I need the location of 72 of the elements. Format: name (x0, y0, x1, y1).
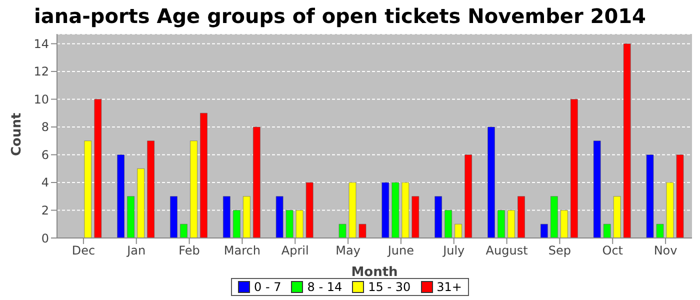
bar (117, 154, 124, 238)
bar (200, 112, 208, 238)
legend-label: 15 - 30 (367, 280, 411, 294)
bar (276, 196, 284, 238)
y-tick-label: 6 (41, 148, 49, 162)
bar (444, 210, 452, 238)
y-tick-label: 0 (41, 231, 49, 246)
bar (623, 44, 631, 238)
bar (180, 224, 188, 238)
y-tick-label: 2 (41, 204, 49, 218)
bar (127, 196, 134, 238)
x-tick-label: July (442, 244, 465, 258)
x-tick-label: Feb (178, 244, 200, 258)
bar (613, 196, 621, 238)
chart-title: iana-ports Age groups of open tickets November 2014 (33, 4, 647, 28)
y-tick-label: 14 (34, 36, 49, 51)
bar (454, 224, 462, 238)
bar (434, 196, 442, 238)
legend-label: 31+ (436, 280, 462, 294)
bar (94, 99, 102, 238)
bar (666, 182, 674, 238)
bar (676, 154, 684, 238)
bar (392, 182, 400, 238)
bar (306, 182, 314, 238)
bar (253, 126, 260, 238)
bar (464, 154, 472, 238)
x-tick-label: March (224, 244, 261, 258)
bar (243, 196, 250, 238)
bar (656, 224, 664, 238)
bar (382, 182, 390, 238)
y-axis-title: Count (10, 112, 25, 156)
x-tick-label: Jan (126, 244, 146, 258)
bar (137, 168, 144, 238)
x-axis-title: Month (351, 265, 398, 280)
bar (412, 196, 420, 238)
x-tick-label: April (281, 244, 309, 258)
bar (646, 154, 654, 238)
x-tick-label: Nov (654, 244, 678, 258)
bar (603, 224, 611, 238)
bar (498, 210, 505, 238)
bar (550, 196, 558, 238)
x-tick-label: Dec (72, 244, 96, 258)
bar (286, 210, 294, 238)
x-tick-label: Sep (548, 244, 572, 258)
bar (348, 182, 356, 238)
legend-label: 0 - 7 (253, 280, 282, 294)
bar (223, 196, 230, 238)
bar (84, 140, 92, 238)
y-tick-label: 4 (41, 176, 49, 190)
bar (560, 210, 568, 238)
bar (540, 224, 548, 238)
bar (296, 210, 304, 238)
y-tick-label: 12 (34, 64, 49, 79)
bar (358, 224, 366, 238)
bar (593, 140, 601, 238)
y-tick-label: 8 (41, 120, 49, 134)
bar (190, 140, 198, 238)
bar (570, 99, 578, 238)
x-tick-label: August (486, 244, 528, 258)
bar (488, 126, 495, 238)
bar (147, 140, 154, 238)
bar (518, 196, 525, 238)
x-tick-label: Oct (602, 244, 624, 258)
bar (508, 210, 515, 238)
bar (338, 224, 346, 238)
x-tick-label: June (386, 244, 414, 258)
y-tick-label: 10 (34, 92, 49, 106)
bar (402, 182, 410, 238)
legend-label: 8 - 14 (306, 280, 342, 294)
bar (233, 210, 240, 238)
x-tick-label: May (336, 244, 360, 258)
bar (170, 196, 178, 238)
